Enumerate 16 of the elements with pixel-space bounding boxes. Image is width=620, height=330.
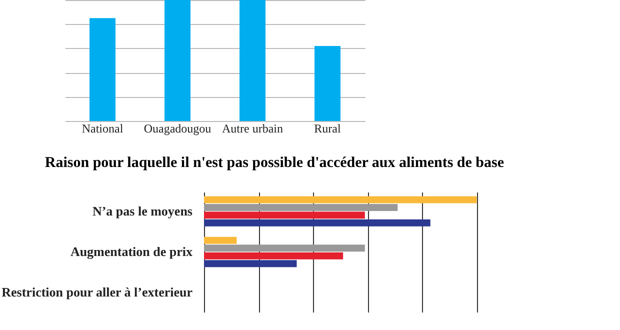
x-tick-label: National	[82, 122, 124, 136]
y-tick-label: Restriction pour aller à l’exterieur	[2, 284, 193, 300]
y-tick-label: N’a pas le moyens	[92, 203, 192, 218]
x-tick-label: Ouagadougou	[144, 122, 212, 136]
bar	[204, 252, 344, 260]
bar	[204, 219, 430, 226]
chart-title: Raison pour laquelle il n'est pas possible d'accéder aux aliments de base	[44, 155, 504, 171]
y-tick-label: Augmentation de prix	[70, 244, 193, 259]
bar	[204, 212, 365, 219]
bar	[204, 196, 477, 204]
bar	[204, 260, 297, 268]
bar	[204, 204, 398, 211]
x-tick-label: Rural	[314, 122, 342, 136]
x-tick-label: Autre urbain	[222, 122, 283, 136]
bar	[204, 244, 365, 252]
bar	[204, 236, 237, 244]
